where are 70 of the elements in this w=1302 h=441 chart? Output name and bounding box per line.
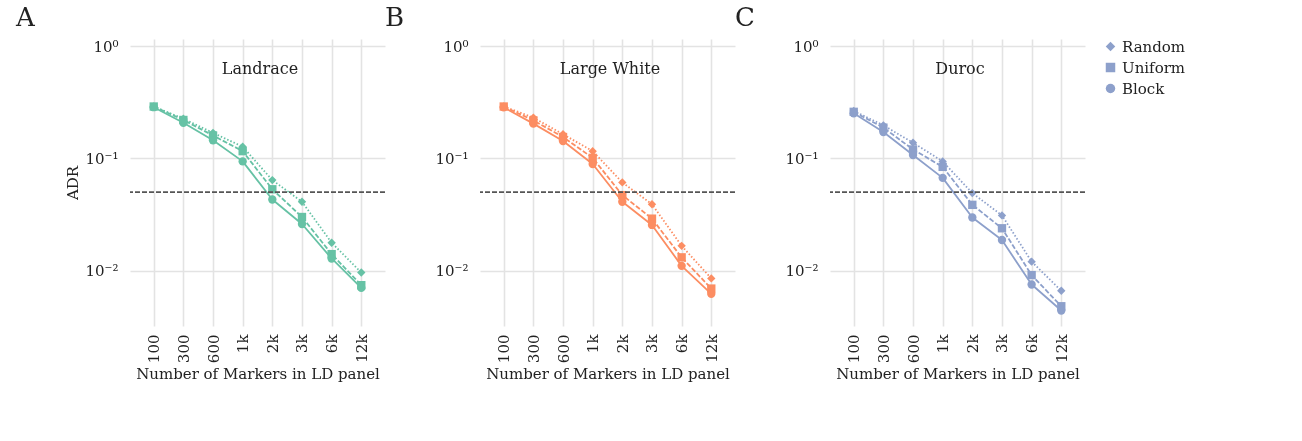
x-tick-label: 1k (584, 333, 603, 354)
point (268, 175, 277, 185)
x-tick-label: 6k (1023, 333, 1042, 354)
point (677, 241, 686, 251)
x-tick-label: 100 (845, 334, 864, 364)
point (618, 178, 627, 187)
x-tick-label: 600 (554, 334, 573, 364)
x-tick-label: 2k (613, 333, 632, 354)
chart-title: A (14, 2, 36, 32)
x-tick-label: 12k (352, 333, 371, 363)
x-tick-label: 1k (934, 333, 953, 354)
point (238, 146, 247, 156)
point (968, 200, 977, 210)
x-tick-label: 300 (874, 334, 893, 364)
point (938, 173, 947, 183)
y-tick-label: 10⁰ (443, 37, 469, 56)
x-tick-label: 300 (174, 334, 193, 364)
chart-title: C (734, 2, 755, 32)
x-tick-label: 6k (673, 333, 692, 354)
point (1027, 270, 1036, 280)
point (1057, 286, 1066, 295)
y-axis-title: ADR (64, 165, 83, 202)
x-tick-label: 100 (145, 334, 164, 364)
x-tick-label: 100 (495, 334, 514, 364)
y-tick-label: 10⁻¹ (785, 149, 819, 168)
x-tick-label: 300 (524, 334, 543, 364)
annotation: Duroc (935, 59, 985, 78)
x-axis-title: Number of Markers in LD panel (136, 365, 381, 384)
point (647, 200, 657, 209)
point (997, 235, 1007, 245)
x-tick-label: 2k (963, 333, 982, 354)
point (677, 261, 686, 271)
x-tick-label: 3k (293, 333, 312, 354)
point (1027, 280, 1036, 289)
point (268, 195, 277, 204)
x-tick-label: 2k (263, 333, 282, 354)
point (997, 224, 1007, 233)
x-tick-label: 600 (204, 334, 223, 364)
point (677, 253, 686, 262)
point (997, 211, 1007, 220)
legend-label: Random (1122, 37, 1186, 56)
point (1027, 257, 1036, 266)
x-tick-label: 1k (234, 333, 253, 354)
x-tick-label: 3k (643, 333, 662, 354)
y-tick-label: 10⁻² (785, 262, 819, 281)
x-tick-label: 12k (702, 333, 721, 363)
point (238, 157, 247, 166)
x-axis-title: Number of Markers in LD panel (486, 365, 731, 384)
legend-label: Block (1122, 79, 1166, 98)
point (297, 197, 307, 206)
annotation: Landrace (221, 59, 299, 78)
y-tick-label: 10⁻¹ (435, 149, 469, 168)
y-tick-label: 10⁰ (793, 37, 819, 56)
chart-title: B (384, 2, 405, 32)
point (327, 238, 336, 247)
y-tick-label: 10⁻² (435, 262, 469, 281)
point (707, 274, 716, 283)
point (357, 268, 366, 277)
annotation: Large White (559, 59, 661, 78)
y-tick-label: 10⁻² (85, 262, 119, 281)
x-tick-label: 6k (323, 333, 342, 354)
x-tick-label: 600 (904, 334, 923, 364)
legend-label: Uniform (1122, 58, 1186, 77)
x-tick-label: 12k (1052, 333, 1071, 363)
y-tick-label: 10⁻¹ (85, 149, 119, 168)
point (938, 162, 947, 172)
y-tick-label: 10⁰ (93, 37, 119, 56)
point (968, 213, 977, 222)
x-tick-label: 3k (993, 333, 1012, 354)
x-axis-title: Number of Markers in LD panel (836, 365, 1081, 384)
